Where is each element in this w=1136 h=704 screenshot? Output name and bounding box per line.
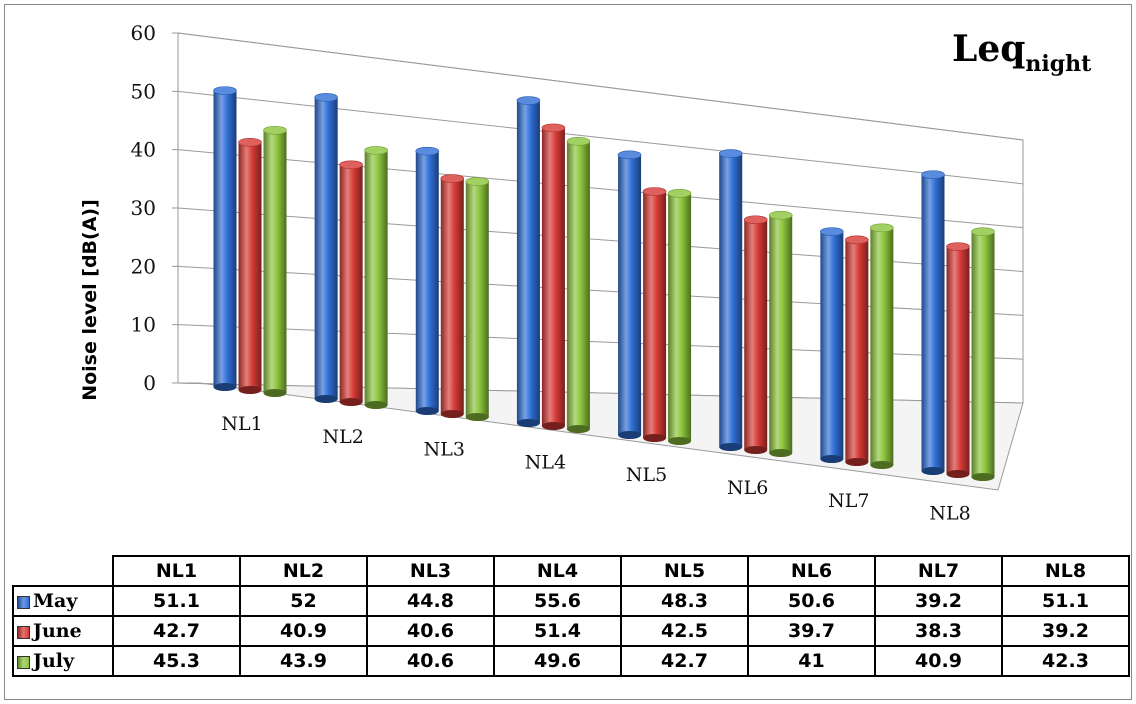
x-tick-label: NL1 — [221, 413, 262, 435]
bar-july-nl3 — [465, 177, 490, 421]
table-column-header: NL2 — [239, 555, 368, 587]
bar-may-nl3 — [415, 146, 440, 415]
table-cell: 42.7 — [112, 615, 241, 647]
table-row: May 51.1 52 44.8 55.6 48.3 50.6 39.2 51.1 — [12, 585, 1130, 617]
table-cell: 40.9 — [874, 645, 1003, 677]
table-cell: 40.6 — [366, 615, 495, 647]
y-tick-label: 60 — [131, 21, 156, 45]
bar-may-nl2 — [314, 93, 338, 403]
table-cell: 39.7 — [747, 615, 876, 647]
table-row: July 45.3 43.9 40.6 49.6 42.7 41 40.9 42.3 — [12, 645, 1130, 677]
bar-june-nl6 — [743, 215, 768, 454]
bar-june-nl8 — [946, 242, 970, 478]
table-cell: 43.9 — [239, 645, 368, 677]
table-cell: 51.1 — [1001, 585, 1130, 617]
table-cell: 41 — [747, 645, 876, 677]
table-row-header: May — [12, 585, 114, 617]
table-row-header: June — [12, 615, 114, 647]
table-cell: 51.4 — [493, 615, 622, 647]
bar-july-nl4 — [566, 137, 591, 433]
bar-july-nl1 — [263, 125, 287, 397]
table-corner — [13, 556, 113, 586]
y-tick-label: 40 — [131, 138, 156, 162]
table-cell: 42.3 — [1001, 645, 1130, 677]
table-cell: 40.6 — [366, 645, 495, 677]
legend-label: May — [33, 590, 78, 612]
table-cell: 51.1 — [112, 585, 241, 617]
data-table: NL1 NL2 NL3 NL4 NL5 NL6 NL7 NL8 May 51.1 52 44.8 55.… — [12, 555, 1130, 677]
table-cell: 42.7 — [620, 645, 749, 677]
bar-july-nl8 — [971, 227, 995, 481]
table-cell: 48.3 — [620, 585, 749, 617]
chart-title: Leqnight — [952, 28, 1092, 77]
table-column-header: NL6 — [747, 555, 876, 587]
legend-label: July — [33, 650, 75, 672]
bar-may-nl6 — [718, 149, 743, 451]
x-tick-label: NL5 — [626, 464, 667, 486]
table-row: June 42.7 40.9 40.6 51.4 42.5 39.7 38.3 39.2 — [12, 615, 1130, 647]
y-tick-label: 50 — [131, 79, 156, 103]
bar-may-nl4 — [516, 96, 541, 427]
bar-june-nl3 — [440, 174, 465, 418]
table-cell: 42.5 — [620, 615, 749, 647]
table-cell: 55.6 — [493, 585, 622, 617]
legend-swatch — [17, 595, 30, 609]
x-tick-label: NL7 — [828, 490, 869, 512]
gridline — [177, 32, 1024, 141]
bar-july-nl7 — [870, 223, 894, 469]
table-column-header: NL8 — [1001, 555, 1130, 587]
bar-may-nl5 — [617, 150, 642, 439]
bar-july-nl6 — [768, 210, 793, 457]
bar-june-nl2 — [339, 160, 363, 406]
table-column-header: NL1 — [112, 555, 241, 587]
bar-may-nl1 — [213, 86, 237, 391]
bar-july-nl5 — [667, 189, 692, 445]
bar-june-nl5 — [642, 187, 667, 442]
table-cell: 40.9 — [239, 615, 368, 647]
table-cell: 49.6 — [493, 645, 622, 677]
x-tick-label: NL8 — [929, 503, 970, 525]
table-cell: 38.3 — [874, 615, 1003, 647]
x-tick-label: NL6 — [727, 477, 768, 499]
table-column-header: NL5 — [620, 555, 749, 587]
bar-july-nl2 — [364, 146, 388, 409]
x-tick-label: NL3 — [424, 439, 465, 461]
table-column-header: NL4 — [493, 555, 622, 587]
x-tick-label: NL2 — [322, 426, 363, 448]
bar-june-nl7 — [845, 235, 869, 466]
table-cell: 52 — [239, 585, 368, 617]
table-header-row: NL1 NL2 NL3 NL4 NL5 NL6 NL7 NL8 — [13, 555, 1130, 587]
bar-june-nl4 — [541, 123, 566, 430]
table-cell: 39.2 — [874, 585, 1003, 617]
table-cell: 45.3 — [112, 645, 241, 677]
legend-swatch — [17, 625, 30, 639]
bar-may-nl7 — [820, 227, 844, 463]
y-tick-label: 0 — [143, 371, 156, 395]
table-cell: 44.8 — [366, 585, 495, 617]
y-tick-label: 30 — [131, 196, 156, 220]
x-tick-label: NL4 — [525, 451, 566, 473]
table-row-header: July — [12, 645, 114, 677]
table-column-header: NL7 — [874, 555, 1003, 587]
table-cell: 50.6 — [747, 585, 876, 617]
y-tick-label: 10 — [131, 313, 156, 337]
y-tick-label: 20 — [131, 254, 156, 278]
bar-may-nl8 — [921, 170, 945, 475]
table-column-header: NL3 — [366, 555, 495, 587]
legend-swatch — [17, 655, 30, 669]
bar-june-nl1 — [238, 138, 262, 394]
legend-label: June — [33, 620, 82, 642]
y-axis-label: Noise level [dB(A)] — [79, 199, 101, 401]
table-cell: 39.2 — [1001, 615, 1130, 647]
